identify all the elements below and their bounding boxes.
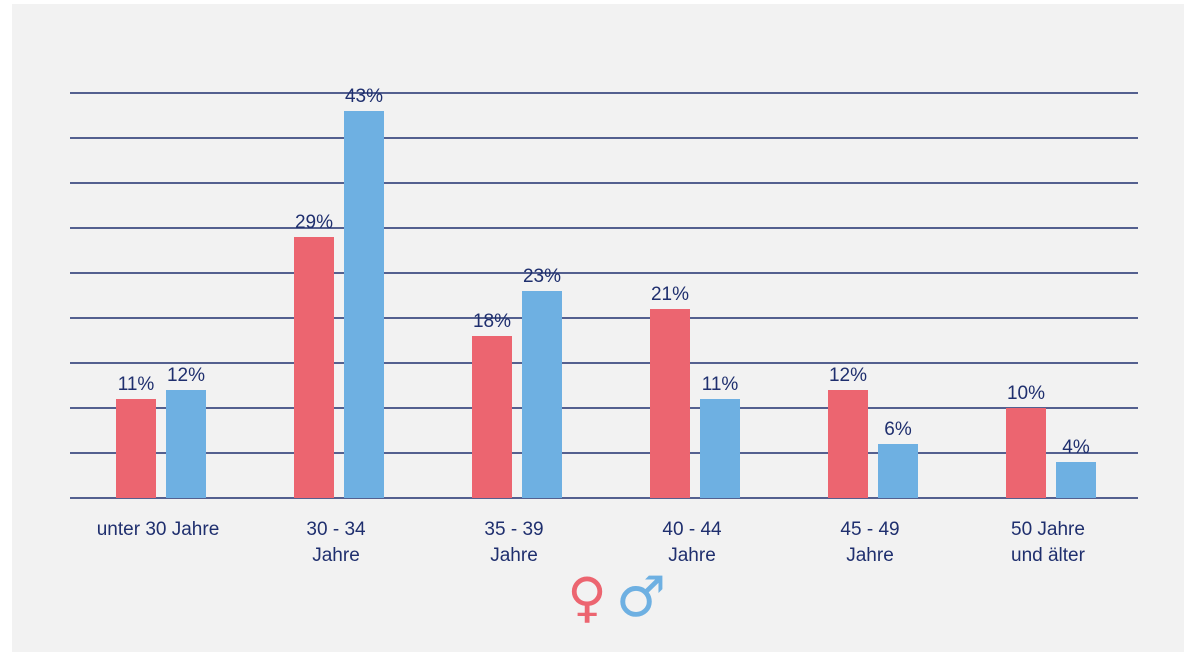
bar <box>1006 408 1046 498</box>
bar <box>828 390 868 498</box>
data-label: 4% <box>1062 437 1090 458</box>
x-tick-label: 50 Jahre <box>1011 519 1085 540</box>
x-tick-label: Jahre <box>312 545 360 566</box>
x-tick-label: unter 30 Jahre <box>97 519 220 540</box>
chart-panel: 11% 29% 18% 21% 12% 10% 12% 43% 23% 11% 6% 4% unter … <box>12 4 1184 652</box>
data-label: 18% <box>473 311 511 332</box>
x-tick-label: 35 - 39 <box>484 519 543 540</box>
data-label: 29% <box>295 212 333 233</box>
x-tick-label: Jahre <box>490 545 538 566</box>
data-label: 6% <box>884 419 912 440</box>
bar <box>878 444 918 498</box>
x-tick-label: 45 - 49 <box>840 519 899 540</box>
female-symbol-icon: ♀ <box>567 566 607 629</box>
data-label: 11% <box>702 374 739 395</box>
data-label: 12% <box>829 365 867 386</box>
bar <box>116 399 156 498</box>
data-label: 21% <box>651 284 689 305</box>
data-label: 12% <box>167 365 205 386</box>
data-label: 43% <box>345 86 383 107</box>
x-tick-label: und älter <box>1011 545 1086 566</box>
x-tick-label: Jahre <box>668 545 716 566</box>
data-label: 11% <box>118 374 155 395</box>
x-tick-label: 30 - 34 <box>306 519 366 540</box>
bar <box>1056 462 1096 498</box>
x-tick-label: 40 - 44 <box>662 519 722 540</box>
age-distribution-chart: 11% 29% 18% 21% 12% 10% 12% 43% 23% 11% 6% 4% unter … <box>70 86 1138 630</box>
bar <box>522 291 562 498</box>
data-label: 23% <box>523 266 561 287</box>
data-label: 10% <box>1007 383 1045 404</box>
male-symbol-icon: ♂ <box>616 565 666 630</box>
bar <box>166 390 206 498</box>
bar <box>294 237 334 498</box>
bar <box>472 336 512 498</box>
bar <box>700 399 740 498</box>
bar <box>650 309 690 498</box>
x-tick-label: Jahre <box>846 545 894 566</box>
bar <box>344 111 384 498</box>
